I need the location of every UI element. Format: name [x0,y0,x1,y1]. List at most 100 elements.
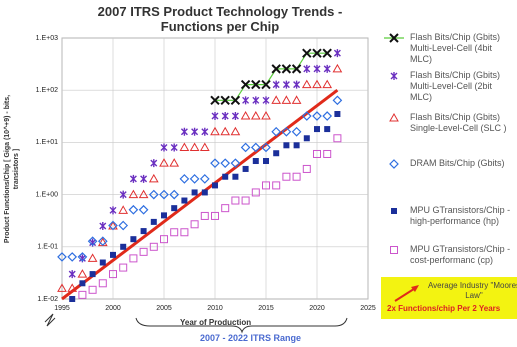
marker [179,174,190,184]
x-tick-label: 1995 [54,305,70,312]
x-tick-label: 2010 [207,305,223,312]
marker [292,172,301,181]
legend-label: DRAM Bits/Chip (Gbits) [410,158,505,168]
marker [272,181,281,190]
marker [189,142,200,151]
marker [252,158,259,165]
y-axis-label: Product Functions/Chip [ Giga (10^+9) - … [4,94,20,244]
marker [161,212,167,219]
marker [324,126,331,133]
marker [120,243,127,250]
range-label: 2007 - 2022 ITRS Range [200,333,302,343]
marker [78,290,87,299]
marker [322,111,333,121]
marker [69,296,76,302]
x-tick-label: 2015 [258,305,274,312]
legend-label: Flash Bits/Chip (Gbits) Multi-Level-Cell… [410,70,501,102]
marker [281,126,292,137]
marker [128,189,139,199]
marker [87,236,98,247]
marker [221,112,229,121]
marker [221,204,230,213]
marker [180,127,188,136]
marker [240,111,251,120]
marker [57,283,67,292]
marker [99,222,107,231]
marker [179,142,190,151]
marker [68,270,76,279]
marker [169,189,180,200]
annotation-box: Average Industry "Moores Law" 2x Functio… [381,277,517,319]
marker [160,235,168,244]
marker [130,236,137,243]
marker [97,236,108,247]
marker [109,270,117,279]
marker [211,112,219,121]
marker [313,64,321,73]
legend-marker [390,72,398,80]
legend-marker [389,112,399,122]
marker [301,79,312,89]
marker [291,95,302,104]
marker [199,174,210,184]
y-tick-label: 1.E+01 [36,139,58,146]
annotation-note: 2x Functions/chip Per 2 Years [387,304,501,313]
marker [322,48,332,58]
marker [273,150,280,157]
x-tick-label: 2005 [156,305,172,312]
marker [67,283,78,292]
marker [291,126,302,137]
marker [79,280,86,287]
marker [240,79,251,90]
annotation-arrow [394,285,419,302]
marker [263,158,269,165]
marker [118,220,129,231]
y-tick-label: 1.E-01 [37,244,58,251]
marker [230,158,241,169]
marker [201,189,208,196]
marker [170,143,178,152]
trend-line [61,89,339,301]
marker [189,174,200,184]
marker [138,204,149,215]
marker [241,196,250,205]
range-brace [135,317,348,334]
marker [128,204,139,215]
marker [262,181,270,190]
marker [99,259,106,266]
marker [242,96,250,105]
marker [170,228,179,237]
marker [220,126,231,136]
legend-label: MPU GTransistors/Chip - high-performance… [410,205,511,226]
marker [262,96,270,105]
marker [191,127,199,136]
marker [159,158,169,167]
marker [230,126,241,136]
marker [220,158,231,169]
marker [322,79,333,89]
marker [332,63,343,73]
marker [231,112,239,121]
marker [171,205,178,212]
legend-marker [389,159,399,169]
marker [109,206,117,215]
marker [57,252,67,262]
legend-label: Flash Bits/Chip (Gbits) Multi-Level-Cell… [410,32,501,64]
marker [181,197,188,204]
y-tick-label: 1.E-02 [37,296,58,303]
y-tick-label: 1.E+00 [36,191,58,198]
marker [211,211,219,220]
marker [271,64,281,74]
marker [148,189,159,200]
marker [303,64,311,73]
marker [119,263,128,272]
marker [150,218,157,225]
marker [251,79,261,90]
marker [129,254,138,263]
marker [281,95,292,104]
marker [232,173,239,180]
marker [323,64,331,73]
marker [212,182,218,189]
marker [250,142,261,153]
